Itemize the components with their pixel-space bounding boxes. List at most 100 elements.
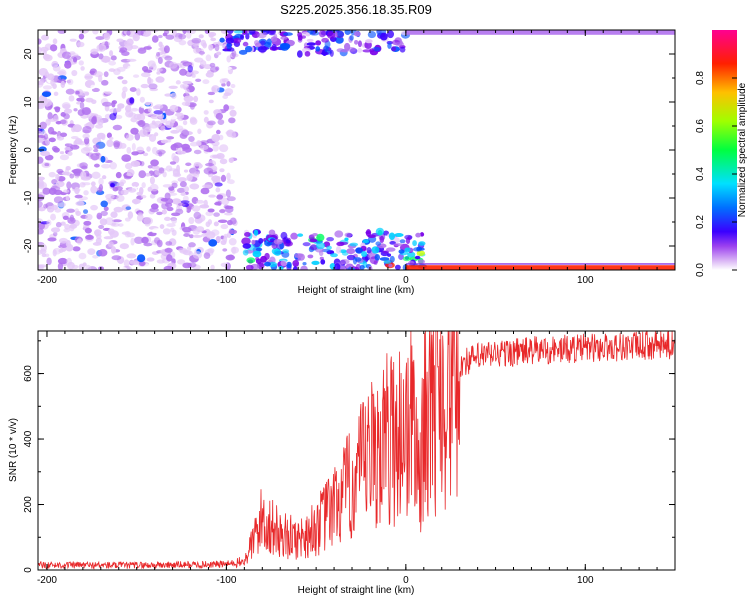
spectral-blob [150, 203, 159, 210]
spectral-blob [179, 68, 188, 76]
spectral-blob [71, 70, 78, 77]
spectral-blob [326, 31, 336, 39]
spectral-blob [85, 97, 94, 103]
spectral-blob [177, 177, 187, 183]
spectral-blob [225, 189, 231, 198]
spectral-blob [191, 37, 202, 44]
x-tick-label: 100 [577, 275, 594, 286]
spectral-blob [38, 46, 42, 55]
spectral-blob [173, 142, 183, 149]
spectral-blob [48, 137, 56, 143]
spectral-blob [219, 209, 226, 214]
spectral-blob [226, 196, 236, 202]
spectral-blob [184, 101, 191, 107]
spectral-blob [199, 145, 209, 151]
spectral-blob [199, 60, 207, 67]
spectral-blob [67, 151, 73, 156]
spectral-blob [116, 38, 124, 43]
spectral-blob [217, 119, 225, 125]
spectral-blob [111, 255, 122, 261]
spectral-blob [38, 135, 46, 139]
spectral-blob [133, 236, 144, 245]
spectral-blob [76, 101, 82, 105]
spectral-blob [76, 41, 85, 48]
spectral-blob [278, 265, 284, 270]
spectral-blob [91, 116, 97, 125]
spectral-blob [197, 128, 202, 135]
spectral-blob [62, 104, 71, 109]
spectral-blob [71, 55, 82, 61]
spectral-blob [129, 260, 139, 265]
spectral-blob [202, 42, 207, 48]
spectral-blob [193, 46, 201, 54]
spectral-blob [161, 209, 167, 215]
spectral-blob [60, 132, 68, 137]
spectral-blob [44, 162, 50, 167]
x-tick-label: -100 [216, 275, 236, 286]
spectral-blob [80, 97, 85, 103]
spectral-blob [44, 154, 54, 161]
spectral-blob [132, 33, 140, 42]
spectral-blob [142, 152, 149, 157]
spectral-blob [203, 252, 211, 260]
spectral-blob [182, 30, 187, 35]
spectral-blob [92, 30, 99, 35]
spectral-blob [186, 31, 192, 39]
spectral-blob [50, 79, 55, 87]
spectral-blob [148, 83, 158, 90]
spectral-blob [109, 136, 114, 140]
spectral-blob [131, 151, 139, 156]
spectral-blob [264, 261, 271, 267]
spectral-blob [42, 187, 51, 195]
spectral-blob [207, 120, 216, 126]
spectral-blob [302, 261, 307, 266]
spectral-blob [297, 32, 303, 38]
spectral-blob [224, 205, 234, 210]
spectral-blob [221, 78, 229, 83]
spectral-blob [162, 171, 167, 178]
spectral-blob [304, 51, 311, 57]
spectral-blob [41, 34, 49, 41]
spectral-blob [213, 221, 219, 227]
spectral-blob [245, 33, 250, 40]
spectral-blob [108, 60, 117, 66]
spectral-blob [89, 70, 96, 74]
spectral-blob [62, 215, 69, 220]
spectral-blob [162, 228, 171, 235]
spectral-blob [402, 256, 411, 262]
spectral-blob [334, 263, 341, 270]
x-tick-label: 0 [403, 575, 409, 586]
spectral-blob [104, 91, 113, 95]
spectral-blob [103, 32, 111, 41]
y-tick-label: 0 [23, 567, 34, 573]
spectral-blob [219, 37, 225, 43]
spectral-blob [160, 125, 166, 132]
spectral-blob [226, 172, 231, 181]
spectral-blob [126, 172, 132, 177]
spectral-blob [220, 224, 229, 230]
spectral-blob [230, 83, 236, 89]
spectral-blob [138, 260, 146, 267]
spectral-blob [203, 199, 208, 208]
spectral-blob [53, 91, 59, 97]
spectral-blob [38, 228, 44, 235]
spectral-blob [186, 174, 193, 182]
spectral-blob [98, 224, 105, 229]
spectral-blob [156, 68, 163, 72]
spectral-blob [76, 238, 82, 245]
spectral-blob [220, 239, 227, 245]
spectral-blob [120, 189, 129, 196]
spectral-blob [100, 210, 108, 217]
spectral-blob [65, 195, 70, 201]
spectral-blob [226, 30, 234, 35]
spectral-blob [90, 185, 98, 194]
spectral-blob [146, 30, 152, 34]
spectral-blob [96, 212, 103, 220]
spectral-blob [185, 72, 191, 76]
spectral-blob [54, 106, 61, 113]
spectral-blob [226, 80, 231, 87]
spectral-blob [177, 202, 185, 207]
spectral-blob [280, 42, 291, 50]
spectral-blob [404, 247, 411, 253]
spectral-blob [175, 208, 184, 215]
